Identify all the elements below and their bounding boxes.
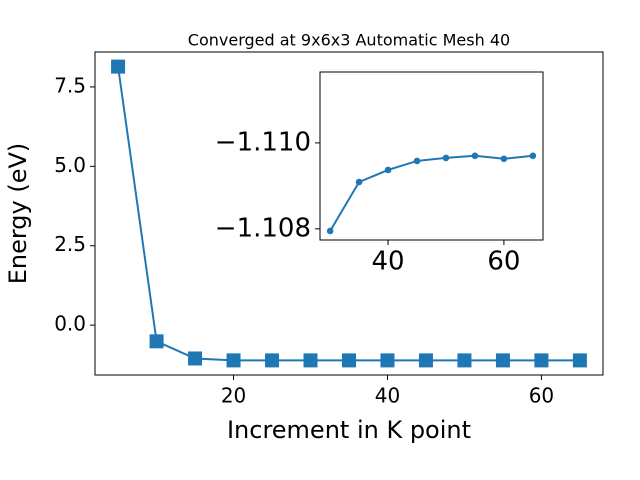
marker	[226, 353, 241, 368]
plot-frame	[94, 51, 604, 376]
y-tick-label: 2.5	[54, 232, 86, 256]
marker	[380, 353, 395, 368]
marker	[572, 353, 587, 368]
y-tick-label: 0.0	[54, 312, 86, 336]
y-tick-label: −1.108	[215, 213, 311, 243]
y-axis-label: Energy (eV)	[4, 143, 32, 285]
x-tick-label: 60	[487, 247, 520, 277]
marker	[149, 334, 164, 349]
marker	[326, 227, 334, 235]
x-axis-label: Increment in K point	[227, 416, 471, 444]
marker	[471, 152, 479, 160]
plot-frame	[319, 71, 544, 241]
marker	[534, 353, 549, 368]
chart-title: Converged at 9x6x3 Automatic Mesh 40	[188, 31, 510, 50]
marker	[457, 353, 472, 368]
marker	[384, 166, 392, 174]
y-tick-label: 5.0	[54, 153, 86, 177]
series-line	[329, 154, 533, 232]
marker	[303, 353, 318, 368]
marker	[413, 157, 421, 165]
x-tick-label: 60	[529, 384, 554, 408]
x-tick-label: 40	[375, 384, 400, 408]
x-tick-label: 40	[372, 247, 405, 277]
marker	[495, 353, 510, 368]
marker	[500, 155, 508, 163]
marker	[355, 178, 363, 186]
marker	[188, 351, 203, 366]
marker	[111, 59, 126, 74]
marker	[418, 353, 433, 368]
y-tick-label: −1.110	[215, 127, 311, 157]
marker	[265, 353, 280, 368]
plot-area	[320, 72, 543, 240]
x-tick-label: 20	[221, 384, 246, 408]
marker	[342, 353, 356, 368]
marker	[442, 154, 450, 162]
marker	[529, 152, 537, 160]
y-tick-label: 7.5	[54, 73, 86, 97]
